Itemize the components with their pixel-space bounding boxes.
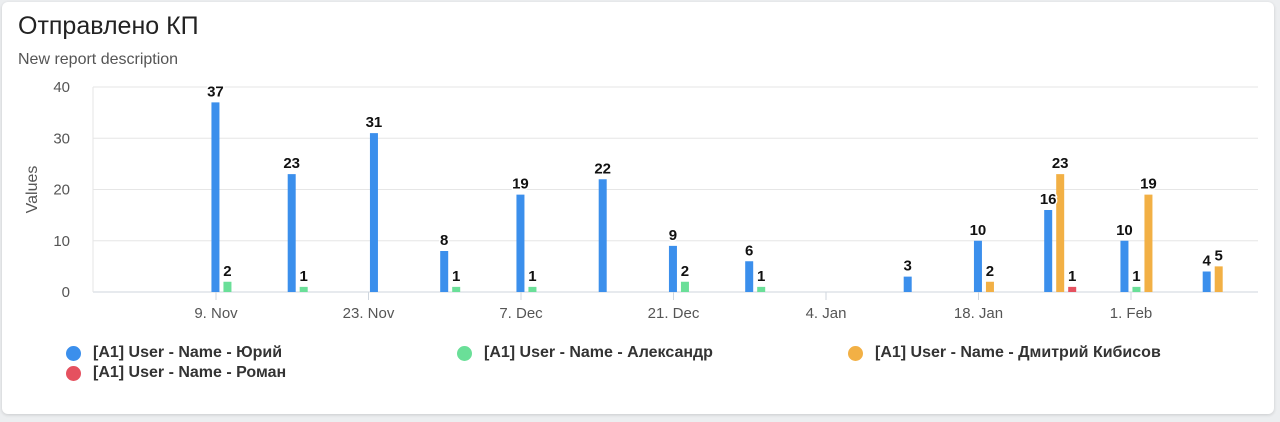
y-axis-title: Values [24,166,41,214]
bar [598,179,607,292]
bar [757,286,766,292]
data-label: 4 [1203,253,1212,270]
data-label: 19 [512,176,529,193]
y-tick-label: 0 [62,284,70,301]
data-label: 23 [1052,155,1069,172]
bar [985,281,994,292]
bar [745,261,754,292]
legend-item[interactable]: [A1] User - Name - Александр [457,344,713,362]
data-label: 6 [745,242,753,259]
data-label: 8 [440,232,448,249]
bar [668,245,677,292]
bar [1120,240,1129,292]
y-tick-label: 40 [53,79,70,96]
bar [1044,210,1053,292]
data-label: 31 [366,114,383,131]
data-label: 37 [207,83,224,100]
bar [452,286,461,292]
legend-marker-icon [457,345,472,361]
legend-label: [A1] User - Name - Александр [484,344,713,361]
bar [1202,271,1211,292]
data-label: 9 [669,227,677,244]
y-tick-label: 20 [53,182,70,199]
bar [211,102,220,292]
data-label: 19 [1140,176,1157,193]
legend-label: [A1] User - Name - Юрий [93,344,283,361]
report-title: Отправлено КП [18,12,199,40]
data-label: 1 [1068,268,1076,285]
data-label: 1 [757,268,765,285]
x-axis: 9. Nov 23. Nov 7. Dec 21. Dec 4. Jan 18. Jan 1… [194,292,1152,322]
x-tick-label: 9. Nov [194,305,238,322]
bar [516,194,525,292]
x-tick-label: 23. Nov [343,305,395,322]
x-tick-label: 1. Feb [1110,305,1153,322]
report-subtitle: New report description [18,51,179,68]
y-axis: 0 10 20 30 40 Values [24,79,70,301]
data-label: 22 [594,160,611,177]
data-label: 5 [1215,247,1223,264]
data-label: 1 [1132,268,1140,285]
data-label: 2 [223,263,231,280]
bar [1144,194,1153,292]
data-label: 1 [452,268,460,285]
data-label: 3 [904,258,912,275]
bar [973,240,982,292]
bar [1132,286,1141,292]
legend-label: [A1] User - Name - Роман [93,364,287,381]
y-tick-label: 10 [53,233,70,250]
bar [1214,266,1223,292]
data-label: 2 [986,263,994,280]
data-label: 16 [1040,191,1057,208]
x-tick-label: 7. Dec [499,305,543,322]
bar [299,286,308,292]
x-tick-label: 4. Jan [806,305,847,322]
data-label: 1 [300,268,308,285]
data-label: 1 [528,268,536,285]
data-label: 10 [1116,222,1133,239]
bar [528,286,537,292]
legend-marker-icon [66,345,81,361]
data-label: 10 [970,222,987,239]
chart-bars [211,102,1223,292]
legend-item[interactable]: [A1] User - Name - Дмитрий Кибисов [848,344,1161,362]
bar [287,174,296,292]
x-tick-label: 18. Jan [954,305,1003,322]
bar [440,251,449,292]
y-tick-label: 30 [53,130,70,147]
legend-label: [A1] User - Name - Дмитрий Кибисов [875,344,1161,361]
bar [1068,286,1077,292]
bar [680,281,689,292]
legend-marker-icon [66,365,81,381]
data-label: 23 [283,155,300,172]
bar [903,276,912,292]
bar [369,133,378,292]
legend-item[interactable]: [A1] User - Name - Роман [66,364,286,382]
x-tick-label: 21. Dec [648,305,700,322]
bar [1056,174,1065,292]
legend-item[interactable]: [A1] User - Name - Юрий [66,344,282,362]
legend-marker-icon [848,345,863,361]
bar [223,281,232,292]
data-label: 2 [681,263,689,280]
